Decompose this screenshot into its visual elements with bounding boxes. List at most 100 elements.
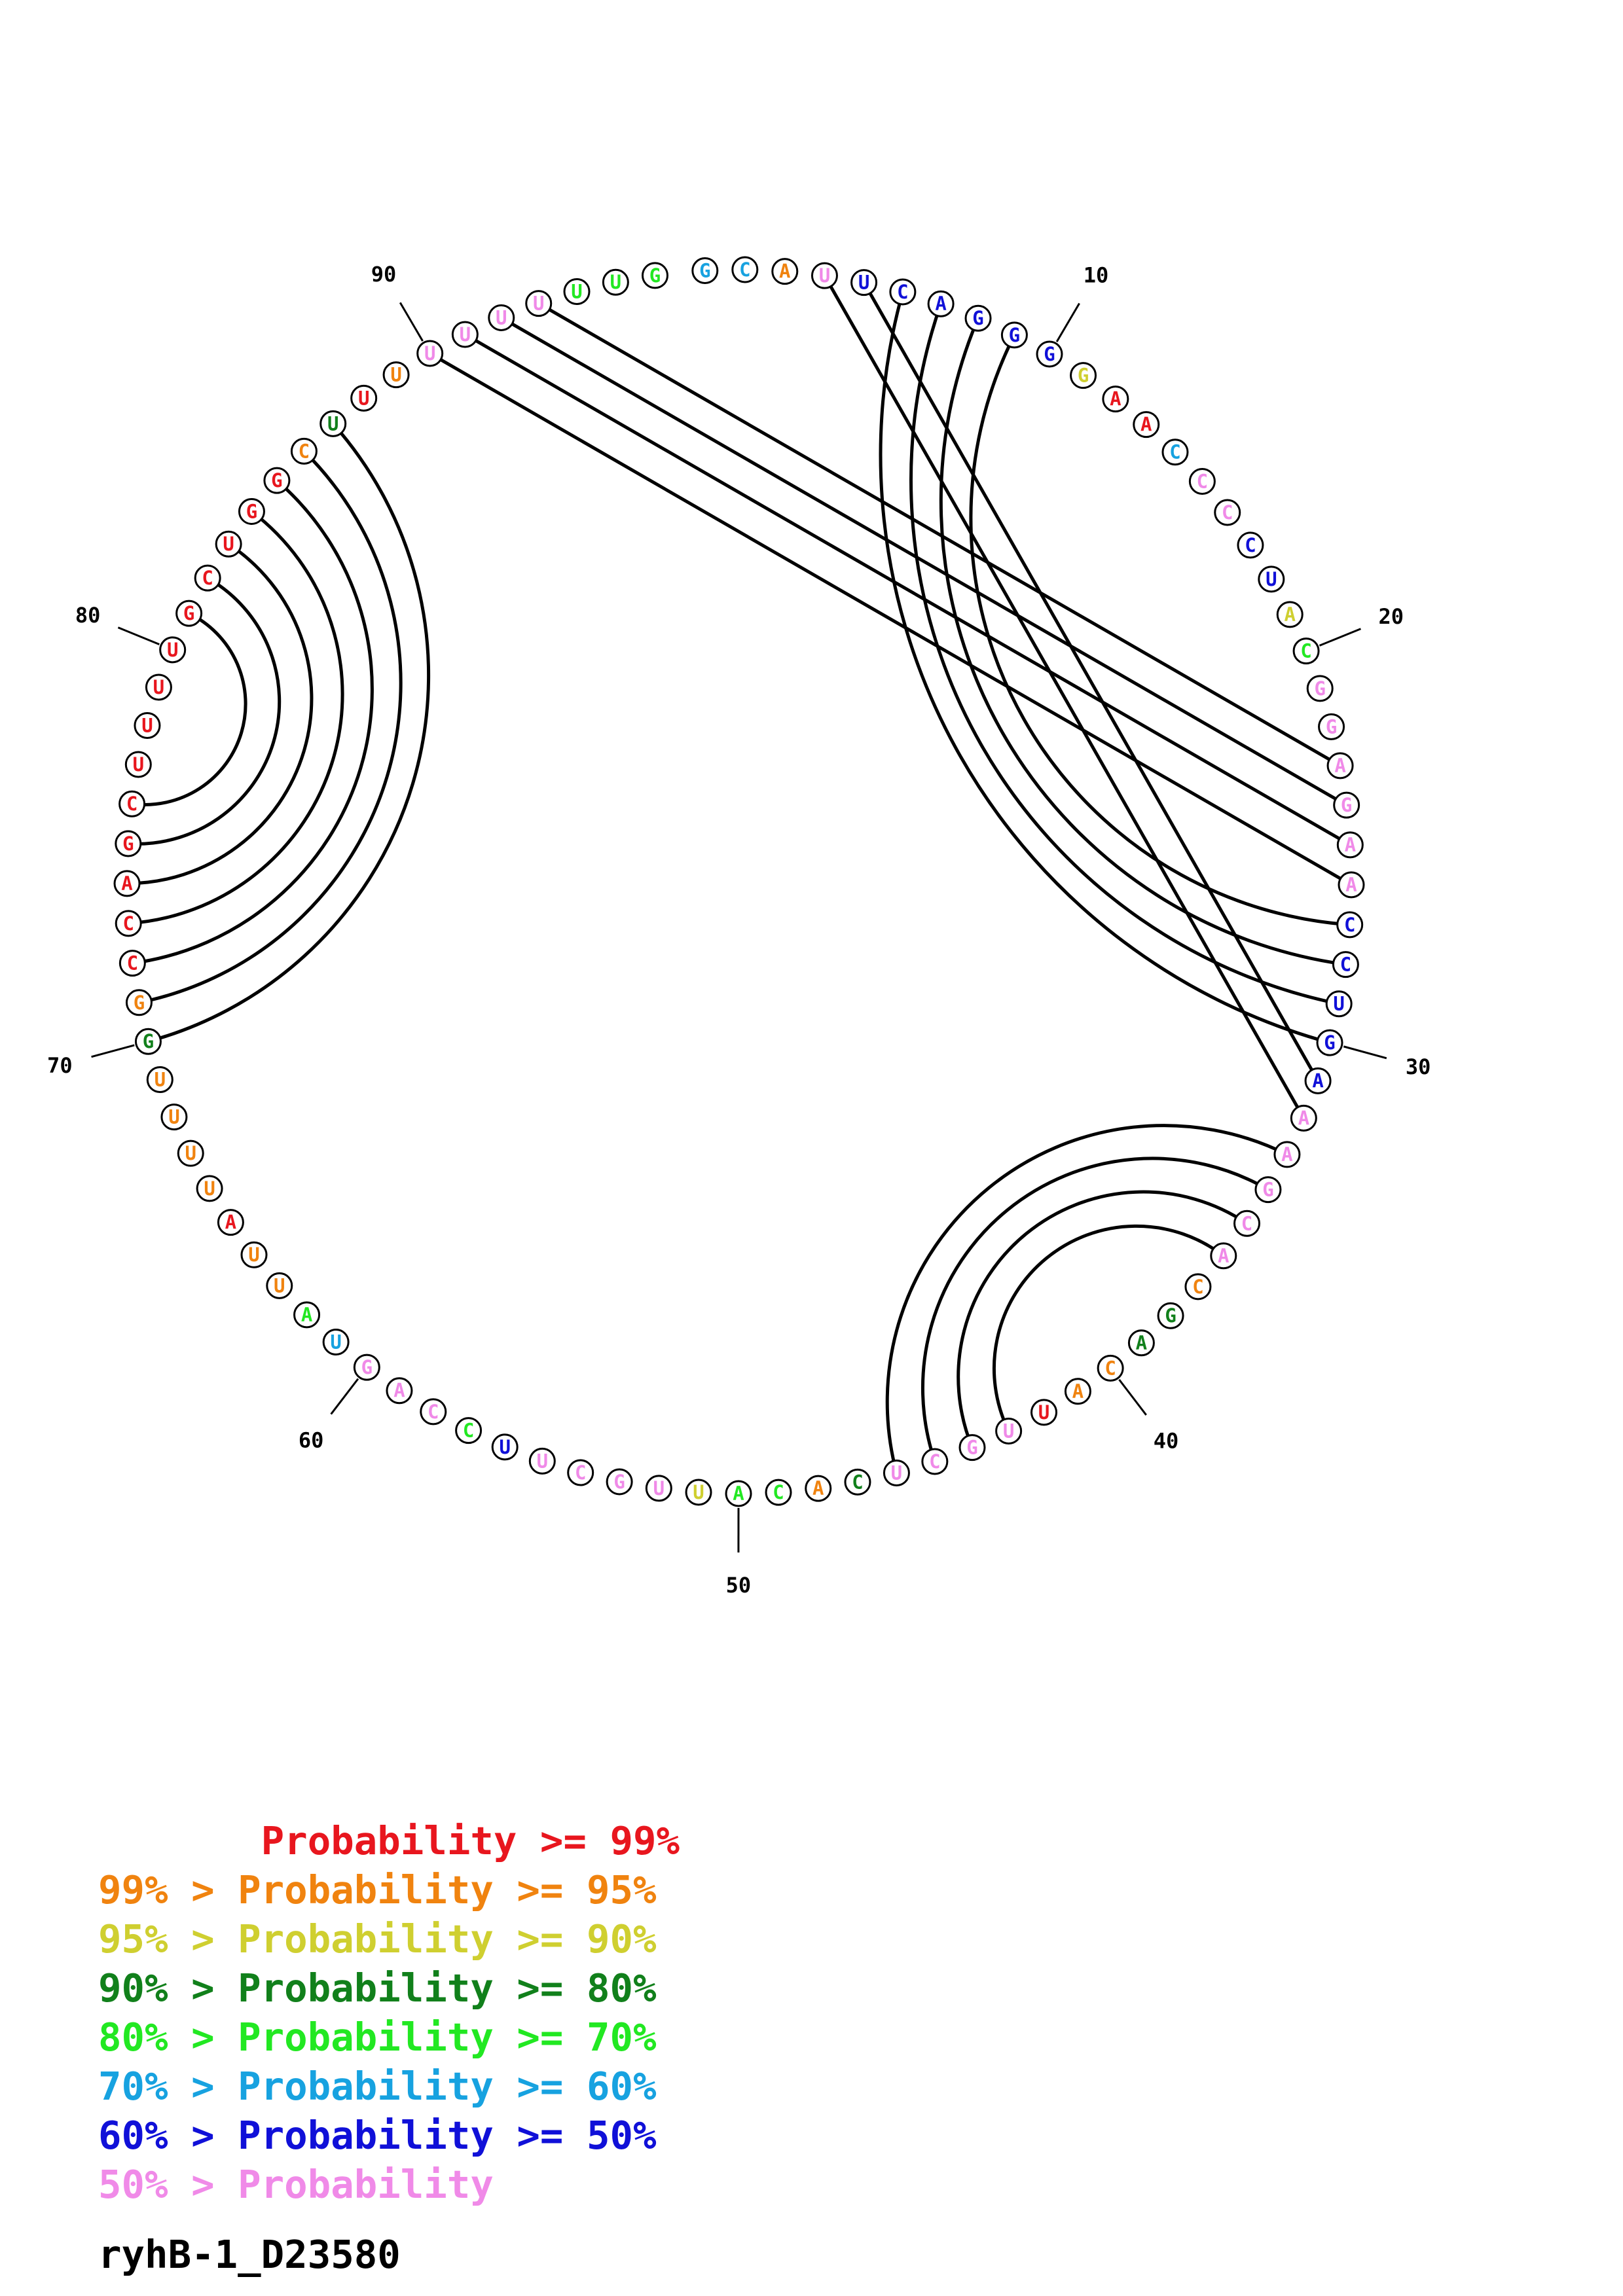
nucleotide-circle — [451, 321, 479, 348]
nucleotide-circle — [382, 361, 410, 389]
nucleotide-circle — [1030, 1399, 1058, 1426]
nucleotide-circle — [124, 751, 152, 778]
position-label: 50 — [726, 1573, 752, 1598]
nucleotide-base: C — [1104, 1357, 1116, 1379]
nucleotide-base: U — [223, 533, 234, 555]
nucleotide-circle — [119, 790, 146, 817]
nucleotide-base: C — [1245, 534, 1256, 556]
nucleotide: C — [1292, 637, 1320, 665]
base-pair-arc — [885, 1124, 1288, 1474]
nucleotide-circle — [194, 564, 221, 592]
nucleotide: U — [491, 1433, 519, 1461]
nucleotide: G — [1316, 1029, 1343, 1056]
nucleotide-circle — [1258, 565, 1285, 593]
nucleotide-base: A — [1312, 1069, 1323, 1092]
nucleotide-base: G — [1165, 1304, 1176, 1327]
nucleotide-circle — [1184, 1273, 1212, 1300]
base-pair-arc — [862, 281, 1320, 1082]
nucleotide-circle — [1036, 340, 1063, 368]
nucleotide: U — [160, 1103, 188, 1131]
position-tick-line — [1118, 1378, 1147, 1416]
nucleotide: U — [382, 361, 410, 389]
nucleotide-base: U — [358, 387, 369, 409]
nucleotide-base: C — [1192, 1276, 1203, 1298]
nucleotide-circle — [196, 1175, 223, 1202]
base-pair-arc — [128, 577, 282, 846]
nucleotide: A — [725, 1480, 752, 1507]
nucleotide-circle — [927, 290, 955, 317]
nucleotide-circle — [921, 1448, 949, 1475]
nucleotide-base: G — [271, 469, 282, 492]
nucleotide-circle — [563, 278, 591, 305]
nucleotide-circle — [215, 530, 242, 558]
nucleotide-base: C — [929, 1450, 940, 1473]
nucleotide-base: U — [533, 293, 544, 315]
base-pair-arc — [992, 1224, 1225, 1432]
base-pair-arc — [879, 291, 1330, 1045]
nucleotide-circle — [134, 1028, 162, 1055]
nucleotide: G — [1254, 1176, 1282, 1204]
nucleotide: A — [293, 1301, 321, 1329]
nucleotide: G — [1333, 791, 1360, 819]
nucleotide: U — [488, 304, 515, 331]
nucleotide: U — [240, 1241, 268, 1268]
nucleotide-circle — [958, 1434, 986, 1462]
nucleotide: A — [1276, 601, 1304, 628]
nucleotide-base: U — [858, 272, 869, 294]
nucleotide: U — [451, 321, 479, 348]
nucleotide: G — [263, 467, 291, 494]
nucleotide: A — [771, 258, 799, 285]
nucleotide-base: A — [1345, 874, 1357, 896]
nucleotide-base: A — [1140, 414, 1152, 436]
nucleotide: G — [175, 600, 203, 627]
nucleotide: U — [215, 530, 242, 558]
nucleotide-base: A — [1281, 1143, 1292, 1166]
nucleotide-circle — [725, 1480, 752, 1507]
nucleotide: C — [455, 1417, 483, 1444]
nucleotide: A — [805, 1475, 832, 1502]
nucleotide: C — [921, 1448, 949, 1475]
nucleotide-base: U — [248, 1244, 259, 1266]
nucleotide-circle — [238, 497, 265, 525]
nucleotide: G — [1070, 362, 1097, 389]
nucleotide-base: U — [499, 1436, 510, 1458]
nucleotide: G — [115, 830, 142, 857]
nucleotide: U — [850, 269, 878, 296]
nucleotide: U — [883, 1460, 910, 1487]
nucleotide-base: U — [390, 364, 401, 386]
nucleotide: U — [416, 340, 444, 367]
nucleotide-circle — [263, 467, 291, 494]
nucleotide-base: A — [1110, 388, 1121, 410]
nucleotide: U — [563, 278, 591, 305]
nucleotide-base: C — [1197, 471, 1208, 493]
nucleotide-base: U — [274, 1274, 285, 1297]
nucleotide-base: G — [143, 1030, 154, 1052]
nucleotide: C — [420, 1398, 447, 1426]
nucleotide-base: U — [141, 714, 153, 736]
nucleotide: U — [811, 262, 838, 289]
nucleotide: C — [1188, 468, 1216, 495]
nucleotide-base: U — [891, 1462, 902, 1484]
nucleotide: U — [350, 384, 378, 412]
nucleotide-base: A — [225, 1211, 236, 1234]
nucleotide-circle — [685, 1479, 712, 1506]
nucleotide-base: C — [852, 1471, 863, 1493]
nucleotide-circle — [1097, 1354, 1124, 1382]
position-tick-line — [1055, 302, 1080, 342]
nucleotide: A — [1210, 1242, 1237, 1270]
nucleotide: U — [145, 673, 172, 701]
nucleotide-circle — [1102, 386, 1129, 413]
nucleotide: U — [159, 636, 187, 664]
position-label: 70 — [47, 1053, 73, 1078]
nucleotide-circle — [1276, 601, 1304, 628]
nucleotide-base: C — [1241, 1212, 1252, 1234]
nucleotide-circle — [1326, 752, 1354, 780]
nucleotide: G — [606, 1468, 633, 1496]
nucleotide-circle — [1318, 713, 1345, 740]
nucleotide-circle — [771, 258, 799, 285]
nucleotide-circle — [1338, 871, 1365, 899]
nucleotide-base: U — [167, 639, 178, 661]
nucleotide-base: U — [653, 1477, 665, 1499]
nucleotide-circle — [844, 1468, 871, 1496]
nucleotide-circle — [1237, 531, 1264, 559]
